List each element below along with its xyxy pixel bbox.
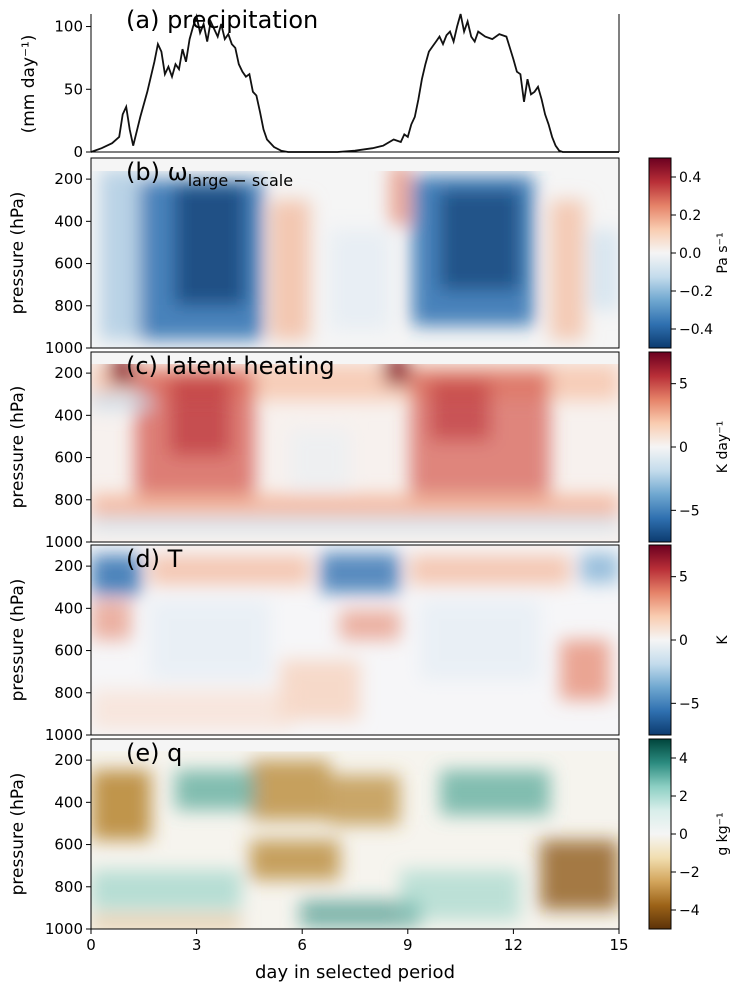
panel-e-colorbar-tick-label: 4: [679, 751, 688, 767]
panel-d-ytick-label: 200: [54, 557, 83, 575]
panel-c-latent-heating: (c) latent heating pressure (hPa) 200 400…: [8, 351, 731, 551]
panel-e-ytick-label: 1000: [45, 920, 83, 938]
panel-c-colorbar-tick-label: 5: [679, 377, 688, 393]
panel-c-ytick-label: 1000: [45, 533, 83, 551]
panel-a-title: (a) precipitation: [126, 6, 318, 34]
panel-b-colorbar-label: Pa s⁻¹: [715, 232, 731, 273]
panel-d-ylabel: pressure (hPa): [8, 579, 28, 702]
panel-d-temperature: (d) T pressure (hPa) 200 400 600 800 1000 5 0…: [8, 544, 731, 744]
panel-b-colorbar-tick-label: 0.4: [679, 170, 701, 186]
panel-e-ytick-label: 600: [54, 836, 83, 854]
x-tick-label: 0: [86, 936, 96, 954]
precipitation-line: [90, 13, 619, 153]
panel-b-ytick-label: 800: [54, 297, 83, 315]
panel-e-ytick-label: 800: [54, 878, 83, 896]
panel-b-colorbar-tick-label: 0.2: [679, 208, 701, 224]
panel-d-colorbar-label: K: [715, 635, 731, 645]
panel-e-ytick-label: 400: [54, 793, 83, 811]
panel-d-ytick-label: 800: [54, 684, 83, 702]
panel-b-ylabel: pressure (hPa): [8, 192, 28, 315]
x-tick-label: 3: [192, 936, 202, 954]
panel-a-precipitation: 0 50 100 (a) precipitation (mm day⁻¹): [19, 6, 620, 161]
panel-c-colorbar-label: K day⁻¹: [715, 421, 731, 473]
panel-e-ylabel: pressure (hPa): [8, 773, 28, 896]
panel-c-ytick-label: 400: [54, 406, 83, 424]
panel-b-colorbar-tick-label: 0.0: [679, 246, 701, 262]
panel-d-ytick-label: 600: [54, 642, 83, 660]
panel-e-colorbar-tick-label: 2: [679, 789, 688, 805]
panel-b-title: (b) ωlarge − scale: [126, 158, 293, 190]
panel-d-colorbar-tick-label: 0: [679, 633, 688, 649]
panel-c-colorbar: [648, 351, 672, 543]
panel-e-colorbar: [648, 738, 672, 930]
panel-e-colorbar-tick-label: −4: [679, 903, 700, 919]
panel-c-colorbar-tick-label: 0: [679, 440, 688, 456]
panel-e-ytick-label: 200: [54, 751, 83, 769]
panel-d-colorbar: [648, 544, 672, 736]
panel-d-ytick-label: 400: [54, 599, 83, 617]
panel-b-colorbar-tick-label: −0.2: [679, 284, 713, 300]
x-tick-label: 6: [297, 936, 307, 954]
panel-b-ytick-label: 1000: [45, 339, 83, 357]
x-tick-label: 15: [609, 936, 628, 954]
panel-a-ylabel: (mm day⁻¹): [19, 35, 39, 134]
panel-c-ylabel: pressure (hPa): [8, 386, 28, 509]
panel-c-title: (c) latent heating: [126, 352, 335, 380]
panel-e-title: (e) q: [126, 739, 182, 767]
panel-b-title-main: (b) ω: [126, 158, 188, 186]
panel-e-colorbar-tick-label: 0: [679, 827, 688, 843]
panel-c-frame: [90, 351, 620, 543]
panel-d-colorbar-tick-label: 5: [679, 570, 688, 586]
panel-e-humidity: (e) q pressure (hPa) 200 400 600 800 1000 0 3…: [8, 738, 731, 954]
panel-c-ytick-label: 800: [54, 491, 83, 509]
panel-e-frame: [90, 738, 620, 930]
panel-a-ytick-label: 100: [54, 18, 83, 36]
panel-d-frame: [90, 544, 620, 736]
panel-c-ytick-label: 600: [54, 449, 83, 467]
panel-a-ytick-label: 0: [73, 143, 83, 161]
panel-b-title-sub: large − scale: [188, 171, 293, 190]
panel-b-colorbar-tick-label: −0.4: [679, 322, 713, 338]
x-tick-label: 9: [403, 936, 413, 954]
panel-b-omega: (b) ωlarge − scale pressure (hPa) 200 400…: [8, 157, 731, 357]
panel-d-ytick-label: 1000: [45, 726, 83, 744]
panel-a-ytick-label: 50: [64, 80, 83, 98]
panel-b-frame: [90, 157, 620, 349]
panel-b-ytick-label: 600: [54, 255, 83, 273]
panel-b-colorbar: [648, 157, 672, 349]
panel-d-colorbar-tick-label: −5: [679, 696, 700, 712]
x-axis-label: day in selected period: [255, 962, 455, 983]
panel-d-title: (d) T: [126, 545, 183, 573]
panel-b-ytick-label: 200: [54, 170, 83, 188]
panel-b-ytick-label: 400: [54, 212, 83, 230]
panel-e-colorbar-label: g kg⁻¹: [715, 812, 731, 855]
panel-c-colorbar-tick-label: −5: [679, 503, 700, 519]
x-tick-label: 12: [504, 936, 523, 954]
panel-c-ytick-label: 200: [54, 364, 83, 382]
panel-e-colorbar-tick-label: −2: [679, 865, 700, 881]
